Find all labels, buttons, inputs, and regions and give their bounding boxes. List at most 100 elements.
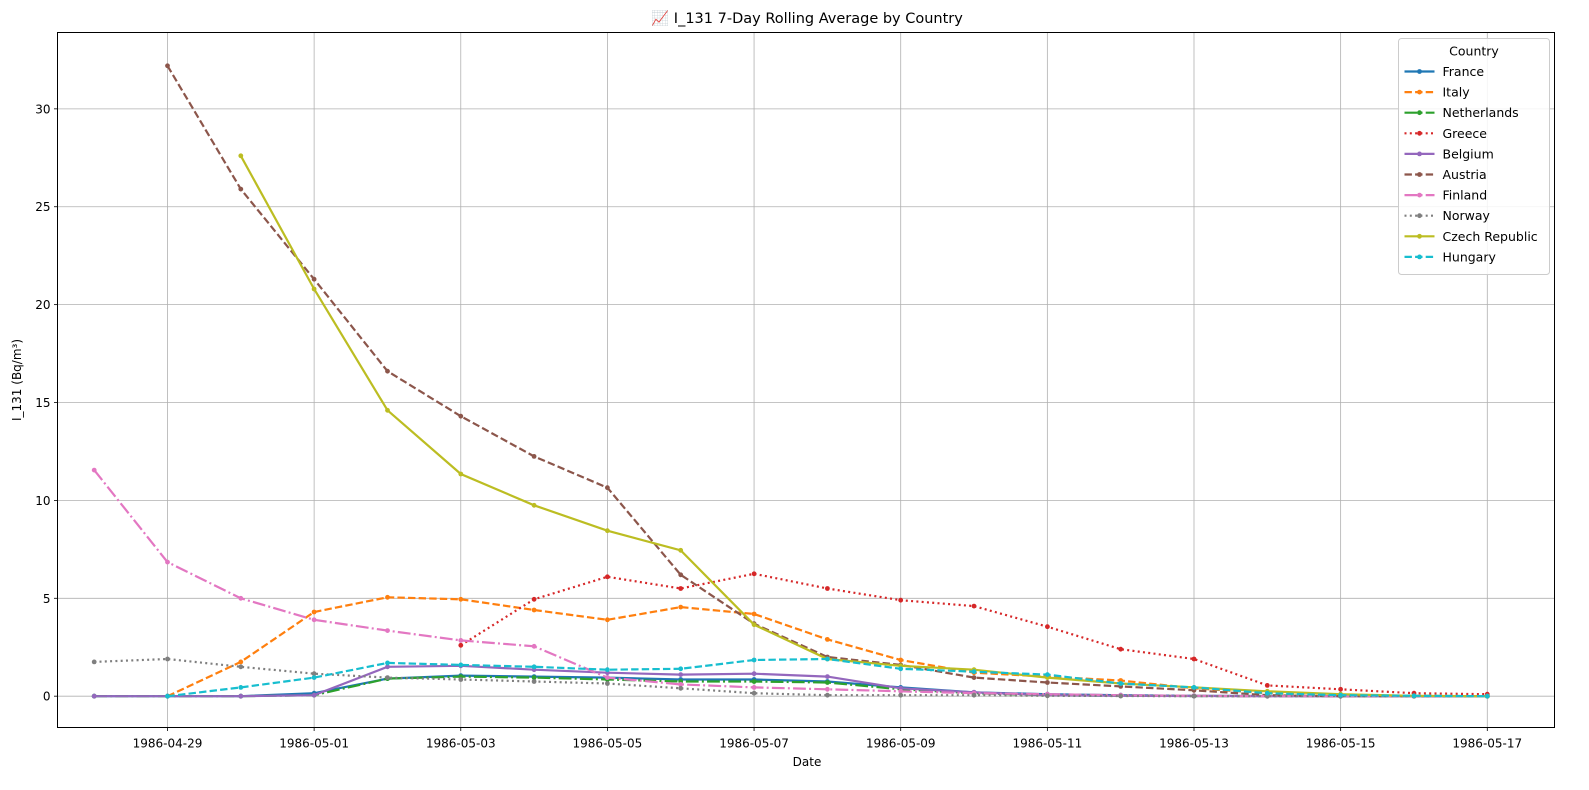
data-point [898,692,904,698]
series-line-austria [166,65,1488,698]
data-point [311,609,317,615]
legend-label: France [1443,64,1485,79]
x-tick-label: 1986-05-17 [1452,737,1522,751]
data-point [165,656,170,662]
legend-item-netherlands: Netherlands [1404,105,1519,120]
data-point [751,622,757,628]
data-point [1118,681,1124,686]
legend-label: Belgium [1443,146,1494,161]
data-point [238,693,244,699]
data-point [678,685,684,691]
data-point [605,667,610,673]
y-tick-label: 10 [35,494,50,508]
legend-marker [1417,172,1422,177]
data-point [898,688,904,694]
y-tick-label: 20 [35,298,50,312]
data-point [605,617,610,623]
data-point [898,657,904,663]
data-point [531,454,537,459]
y-axis: 0 5 10 15 20 25 30 [35,102,58,704]
data-point [605,485,610,491]
data-point [825,656,830,662]
x-tick-label: 1986-05-07 [719,737,789,751]
x-tick-label: 1986-05-15 [1306,737,1376,751]
data-point [385,368,390,374]
legend-marker [1417,130,1422,136]
data-point [238,595,244,601]
data-point [678,547,684,553]
data-point [605,681,610,686]
data-point [91,659,97,665]
data-point [1045,693,1050,699]
data-point [751,657,757,663]
data-point [531,596,537,602]
legend-marker [1417,254,1422,260]
series-hungary [165,656,1490,699]
legend-marker [1417,69,1422,74]
data-point [385,664,390,670]
data-point [898,597,904,603]
data-point [385,675,390,680]
data-point [1264,683,1270,688]
legend-label: Austria [1443,167,1487,182]
data-point [238,685,244,690]
x-tick-label: 1986-05-11 [1012,737,1082,751]
data-point [605,528,610,534]
data-point [825,680,830,685]
legend-item-greece: Greece [1404,126,1488,141]
data-point [238,186,244,192]
y-tick-label: 0 [43,690,51,704]
data-point [311,671,317,677]
legend-title: Country [1449,44,1499,59]
legend-marker [1417,233,1422,239]
data-point [605,675,610,680]
plot-frame [57,32,1555,728]
legend-label: Czech Republic [1443,229,1538,244]
data-point [531,502,537,508]
data-point [458,596,464,602]
data-point [1118,646,1124,652]
data-point [678,604,684,610]
legend-label: Finland [1443,188,1488,203]
data-point [678,672,684,677]
data-point [825,686,830,692]
data-point [91,693,97,699]
x-tick-label: 1986-05-05 [573,737,643,751]
data-point [91,467,97,473]
data-point [898,666,904,672]
legend-item-italy: Italy [1404,85,1470,100]
data-point [751,685,757,690]
x-tick-label: 1986-05-13 [1159,737,1229,751]
legend-item-france: France [1404,64,1485,79]
y-tick-label: 5 [43,592,51,606]
data-point [165,693,170,699]
data-point [311,617,317,623]
data-point [531,675,537,680]
data-point [1191,685,1197,690]
data-point [1045,672,1050,677]
legend-item-norway: Norway [1404,208,1491,223]
legend-item-austria: Austria [1404,167,1487,182]
data-point [458,642,464,648]
legend-item-belgium: Belgium [1404,146,1494,161]
data-point [1338,686,1343,692]
data-point [311,692,317,698]
x-tick-label: 1986-05-01 [279,737,349,751]
data-point [531,664,537,670]
series-line-czech-republic [239,155,1488,698]
data-point [458,638,464,643]
data-point [751,690,757,696]
data-point [1264,690,1270,696]
data-point [385,660,390,666]
x-axis-label: Date [793,755,822,769]
data-point [385,594,390,600]
data-point [751,679,757,684]
data-point [1118,693,1124,699]
data-point [531,679,537,684]
x-tick-label: 1986-04-29 [133,737,203,751]
data-point [678,666,684,672]
series-czech-republic [238,153,1490,699]
legend-label: Greece [1443,126,1488,141]
data-point [971,603,977,609]
